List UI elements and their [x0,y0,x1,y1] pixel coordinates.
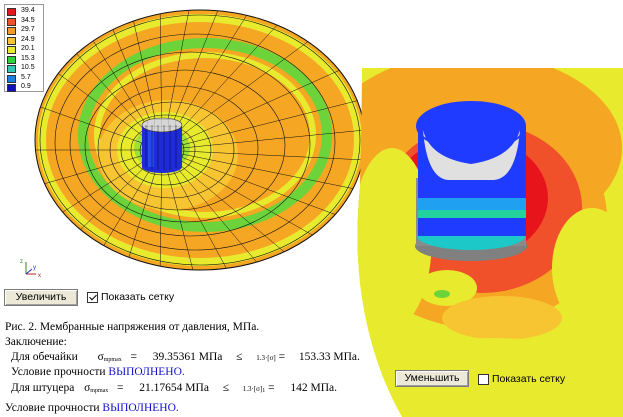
shell-condition-line: Условие прочности ВЫПОЛНЕНО. [11,365,185,379]
legend-value: 20.1 [21,45,35,52]
legend-value: 15.3 [21,54,35,62]
sigma-subscript: mpmax [90,388,109,394]
legend-row: 0.9 [7,83,43,93]
legend-swatch [7,17,16,26]
stress-plot-zoomed [352,68,623,417]
legend-row: 15.3 [7,55,43,65]
legend-swatch [7,65,16,73]
nozzle-stress-value: 21.17654 [139,382,183,394]
legend-value: 5.7 [21,73,31,81]
legend-value: 10.5 [21,64,35,71]
show-grid-checkbox-right[interactable]: Показать сетку [478,373,565,385]
allowable-factor: 1.3·[σ] [242,385,263,393]
legend-swatch [7,36,16,45]
le-symbol: ≤ [222,382,229,394]
axis-triad: z y x [20,256,50,280]
allowable-factor: 1.3·[σ] [256,354,276,362]
shell-allowable-value: 153.33 МПа. [298,351,360,363]
checkbox-box[interactable] [87,291,98,303]
legend-row: 29.7 [7,26,43,36]
checkbox-label: Показать сетку [101,291,175,303]
dome-mesh-render [34,9,366,271]
condition-result: ВЫПОЛНЕНО. [108,366,185,378]
sigma-symbol: σ [97,351,104,363]
axis-y-label: y [33,265,36,271]
checkbox-label: Показать сетку [492,373,566,385]
axis-x-label: x [38,273,41,279]
legend-swatch [7,8,16,16]
legend-value: 29.7 [21,26,35,33]
nozzle-check-line: Для штуцера σmpmax = 21.17654 МПа ≤ 1.3·… [11,381,337,398]
nozzle-condition-line: Условие прочности ВЫПОЛНЕНО. [5,401,179,415]
le-symbol: ≤ [236,351,243,363]
legend-row: 5.7 [7,74,43,84]
shell-label: Для обечайки [11,351,78,363]
condition-prefix: Условие прочности [11,366,106,378]
zoom-out-button[interactable]: Уменьшить [395,370,469,387]
allowable-factor-subscript: 1 [262,388,266,394]
unit: МПа [198,351,223,363]
nozzle-label: Для штуцера [11,382,75,394]
color-legend: 39.4 34.5 29.7 24.9 20.1 15.3 10.5 5.7 [4,4,44,92]
equals-sign: = [117,382,124,394]
legend-swatch [7,55,16,64]
legend-value: 0.9 [21,83,31,90]
shell-stress-value: 39.35361 [152,351,196,363]
zoom-in-button[interactable]: Увеличить [4,289,78,306]
checkbox-box[interactable] [478,373,489,385]
legend-value: 39.4 [21,7,35,14]
nozzle-zoom-render [357,68,623,417]
sigma-symbol: σ [84,382,91,394]
legend-row: 34.5 [7,17,43,27]
equals-sign: = [130,351,138,363]
unit: МПа [185,382,209,394]
legend-row: 20.1 [7,45,43,55]
sigma-subscript: mpmax [103,357,122,363]
condition-result: ВЫПОЛНЕНО. [102,402,179,414]
legend-value: 34.5 [21,16,35,24]
figure-caption: Рис. 2. Мембранные напряжения от давлени… [5,321,260,333]
condition-prefix: Условие прочности [5,402,100,414]
legend-swatch [7,27,16,35]
stress-plot-overview: 39.4 34.5 29.7 24.9 20.1 15.3 10.5 5.7 [0,0,372,290]
shell-check-line: Для обечайки σmpmax = 39.35361 МПа ≤ 1.3… [11,350,360,367]
legend-swatch [7,46,16,54]
conclusion-heading: Заключение: [5,336,67,348]
nozzle-allowable-value: 142 МПа. [290,382,338,394]
legend-row: 24.9 [7,36,43,46]
legend-swatch [7,74,16,83]
show-grid-checkbox-left[interactable]: Показать сетку [87,291,174,303]
axis-z-label: z [20,259,23,265]
equals-sign: = [278,351,286,363]
legend-row: 10.5 [7,64,43,74]
legend-row: 39.4 [7,7,43,17]
legend-value: 24.9 [21,35,35,43]
equals-sign: = [268,382,275,394]
legend-swatch [7,84,16,92]
